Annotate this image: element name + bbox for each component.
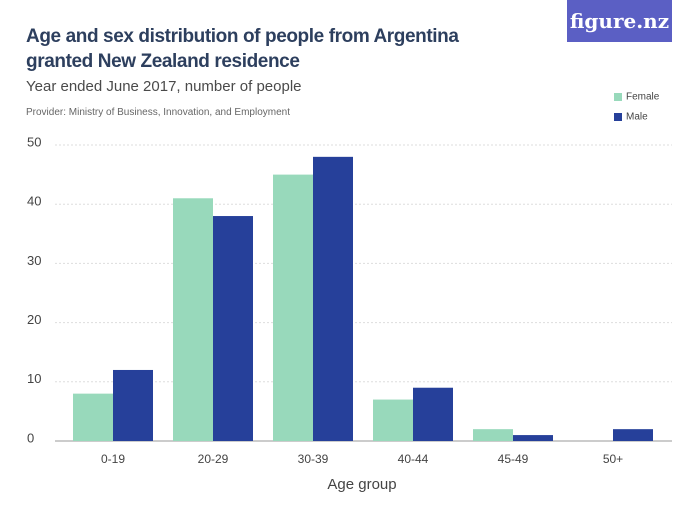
- bar: [413, 387, 453, 441]
- bar: [373, 399, 413, 441]
- source-note: Provider: Ministry of Business, Innovati…: [26, 107, 291, 118]
- bar: [113, 369, 153, 441]
- y-tick-label: 10: [27, 371, 41, 386]
- legend-swatch: [614, 113, 622, 121]
- x-tick-label: 50+: [603, 452, 623, 466]
- x-tick-label: 40-44: [398, 452, 429, 466]
- x-tick-label: 0-19: [101, 452, 125, 466]
- legend-swatch: [614, 93, 622, 101]
- legend-label: Female: [626, 92, 660, 103]
- bar: [173, 198, 213, 441]
- bar: [513, 435, 553, 441]
- legend-label: Male: [626, 112, 648, 123]
- y-tick-label: 30: [27, 253, 41, 268]
- bar: [73, 393, 113, 441]
- x-tick-label: 30-39: [298, 452, 329, 466]
- x-tick-label: 20-29: [198, 452, 229, 466]
- chart-subtitle: Year ended June 2017, number of people: [26, 78, 302, 95]
- bar: [213, 216, 253, 441]
- bar: [313, 156, 353, 441]
- bar: [473, 429, 513, 441]
- y-tick-label: 40: [27, 194, 41, 209]
- y-tick-label: 0: [27, 430, 34, 445]
- y-tick-label: 50: [27, 134, 41, 149]
- y-tick-label: 20: [27, 312, 41, 327]
- bar: [613, 429, 653, 441]
- x-tick-label: 45-49: [498, 452, 529, 466]
- x-axis-title: Age group: [327, 476, 396, 493]
- chart-title: Age and sex distribution of people from …: [26, 26, 459, 72]
- logo[interactable]: figure.nz: [567, 0, 672, 42]
- bar: [273, 174, 313, 441]
